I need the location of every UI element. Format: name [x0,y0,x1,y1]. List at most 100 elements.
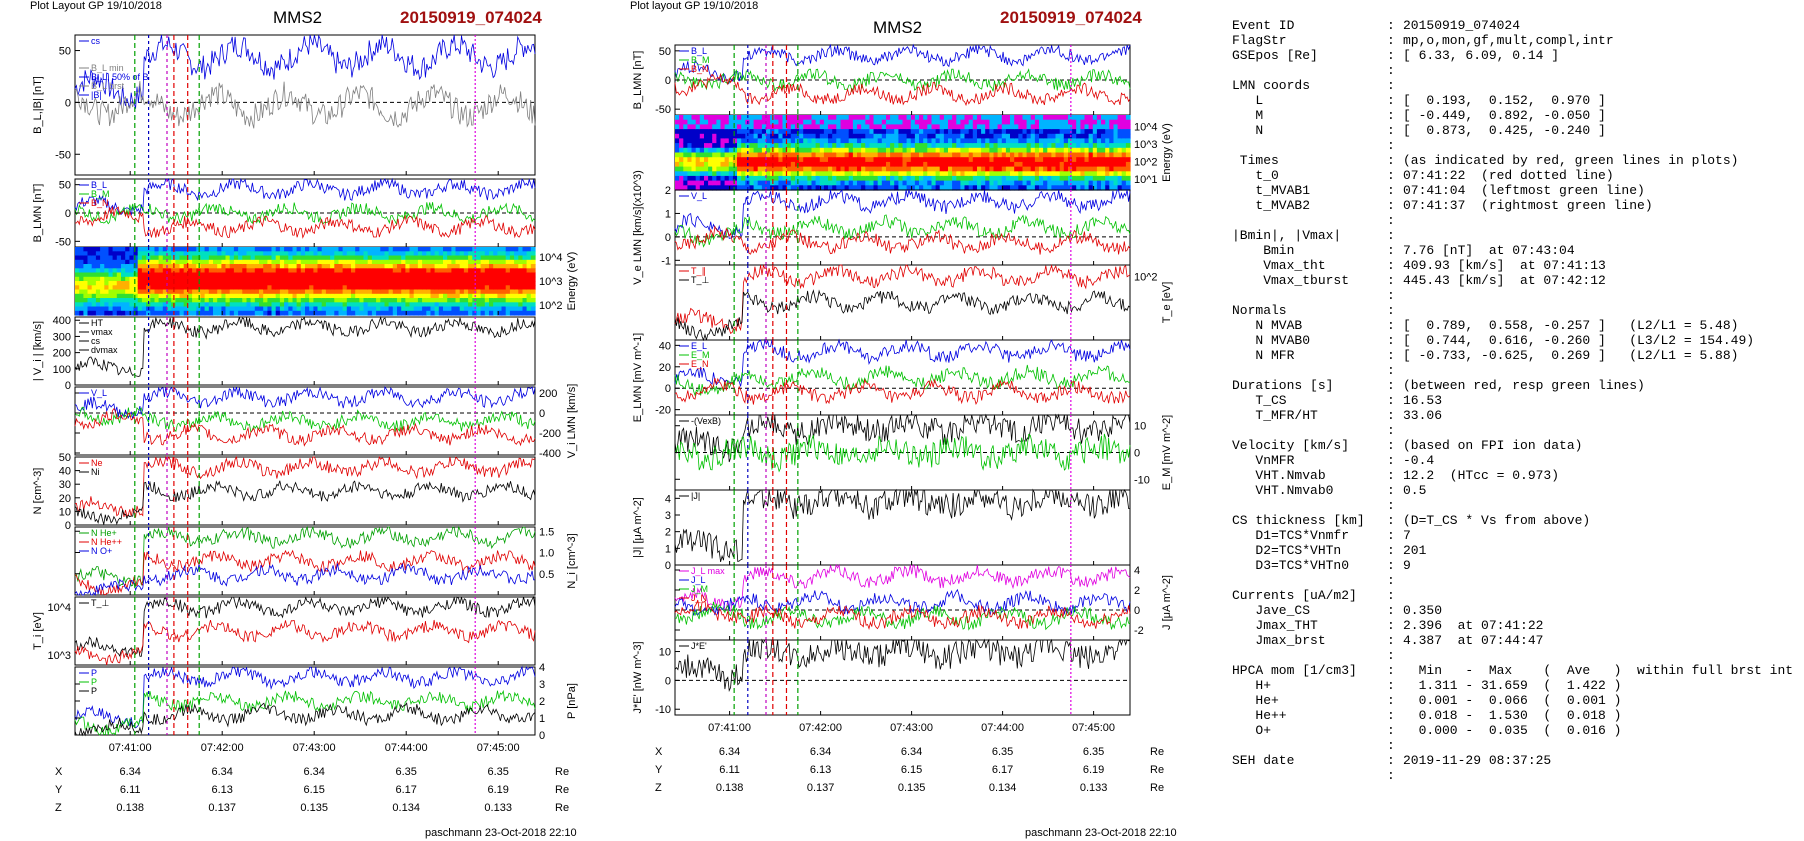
spectrogram-cell [526,289,532,295]
summary-key: D1=TCS*Vnmfr [1232,528,1350,543]
spectrogram-cell [484,285,490,291]
spectrogram-cell [745,129,750,135]
spectrogram-cell [417,268,423,274]
spectrogram-cell [865,175,870,182]
spectrogram-cell [948,129,953,135]
spectrogram-cell [890,166,895,172]
spectrogram-cell [480,268,486,274]
spectrogram-cell [753,115,759,121]
spectrogram-cell [894,152,899,158]
spectrogram-cell [346,298,352,303]
spectrogram-cell [1055,161,1061,168]
spectrogram-cell [1088,152,1094,158]
spectrogram-cell [162,259,168,265]
spectrogram-cell [334,259,340,265]
spectrogram-cell [782,157,788,163]
spectrogram-cell [501,247,507,252]
spectrogram-cell [217,264,222,269]
spectrogram-cell [426,255,432,261]
spectrogram-cell [225,310,231,316]
spectrogram-cell [434,281,440,286]
spectrogram-cell [720,129,726,135]
spectrogram-cell [509,285,515,291]
spectrogram-cell [815,133,821,140]
spectrogram-cell [890,152,895,158]
spectrogram-cell [371,272,377,278]
spectrogram-cell [296,289,302,295]
spectrogram-cell [254,310,260,316]
spectrogram-cell [749,157,755,163]
spectrogram-cell [1051,138,1057,144]
spectrogram-cell [1096,171,1102,177]
spectrogram-cell [422,298,427,303]
spectrogram-cell [1043,115,1048,121]
summary-row: CS thickness [km]: (D=T_CS * Vs from abov… [1232,513,1802,528]
spectrogram-cell [313,306,319,312]
spectrogram-cell [914,147,920,154]
spectrogram-cell [129,281,135,286]
spectrogram-cell [187,281,193,286]
spectrogram-cell [1034,185,1040,191]
spectrogram-cell [342,298,348,303]
spectrogram-cell [737,161,742,168]
spectrogram-cell [1117,143,1123,149]
spectrogram-cell [392,251,398,257]
spectrogram-cell [87,281,93,286]
spectrogram-cell [275,302,281,308]
spectrogram-cell [716,138,722,144]
spectrogram-cell [823,166,829,172]
spectrogram-cell [522,259,528,265]
spectrogram-cell [480,298,486,303]
spectrogram-cell [1005,133,1011,140]
y-tick-label: 2 [665,527,671,539]
spectrogram-cell [380,289,386,295]
spectrogram-cell [526,247,532,252]
summary-value: [ 0.789, 0.558, -0.257 ] (L2/L1 = 5.48) [1403,318,1739,333]
spectrogram-cell [1121,138,1127,144]
spectrogram-cell [877,175,883,182]
spectrogram-cell [246,281,252,286]
spectrogram-cell [175,251,181,257]
spectrogram-cell [325,264,331,269]
spectrogram-cell [371,251,377,257]
spectrogram-cell [869,147,875,154]
spectrogram-cell [960,119,966,125]
spectrogram-cell [459,293,465,299]
spectrogram-cell [309,259,314,265]
spectrogram-cell [384,293,390,299]
spectrogram-cell [167,272,172,278]
spectrogram-cell [254,281,260,286]
spectrogram-cell [778,166,784,172]
spectrogram-cell [137,310,143,316]
spectrogram-cell [417,298,423,303]
spectrogram-cell [786,143,792,149]
spectrogram-cell [141,259,147,265]
spectrogram-cell [129,298,135,303]
summary-colon: : [1387,273,1395,288]
spectrogram-cell [902,138,908,144]
spectrogram-cell [1018,119,1023,125]
spectrogram-cell [857,180,862,186]
spectrogram-cell [158,285,164,291]
spectrogram-cell [246,272,252,278]
spectrogram-cell [1125,175,1131,182]
series-line [674,289,1131,342]
spectrogram-cell [757,180,763,186]
spectrogram-cell [848,115,854,121]
spectrogram-cell [1051,157,1057,163]
spectrogram-cell [952,152,957,158]
legend-label: N He++ [91,537,122,547]
spectrogram-cell [910,161,916,168]
spectrogram-cell [869,171,875,177]
spectrogram-cell [1018,133,1023,140]
y-axis-label: |J| [μA m^-2] [632,497,644,558]
spectrogram-cell [757,185,763,191]
spectrogram-cell [832,124,837,130]
spectrogram-cell [1125,185,1131,191]
spectrogram-cell [472,251,478,257]
spectrogram-cell [284,298,289,303]
spectrogram-cell [1030,138,1036,144]
spectrogram-cell [150,272,156,278]
spectrogram-cell [981,175,986,182]
spectrogram-cell [923,157,928,163]
